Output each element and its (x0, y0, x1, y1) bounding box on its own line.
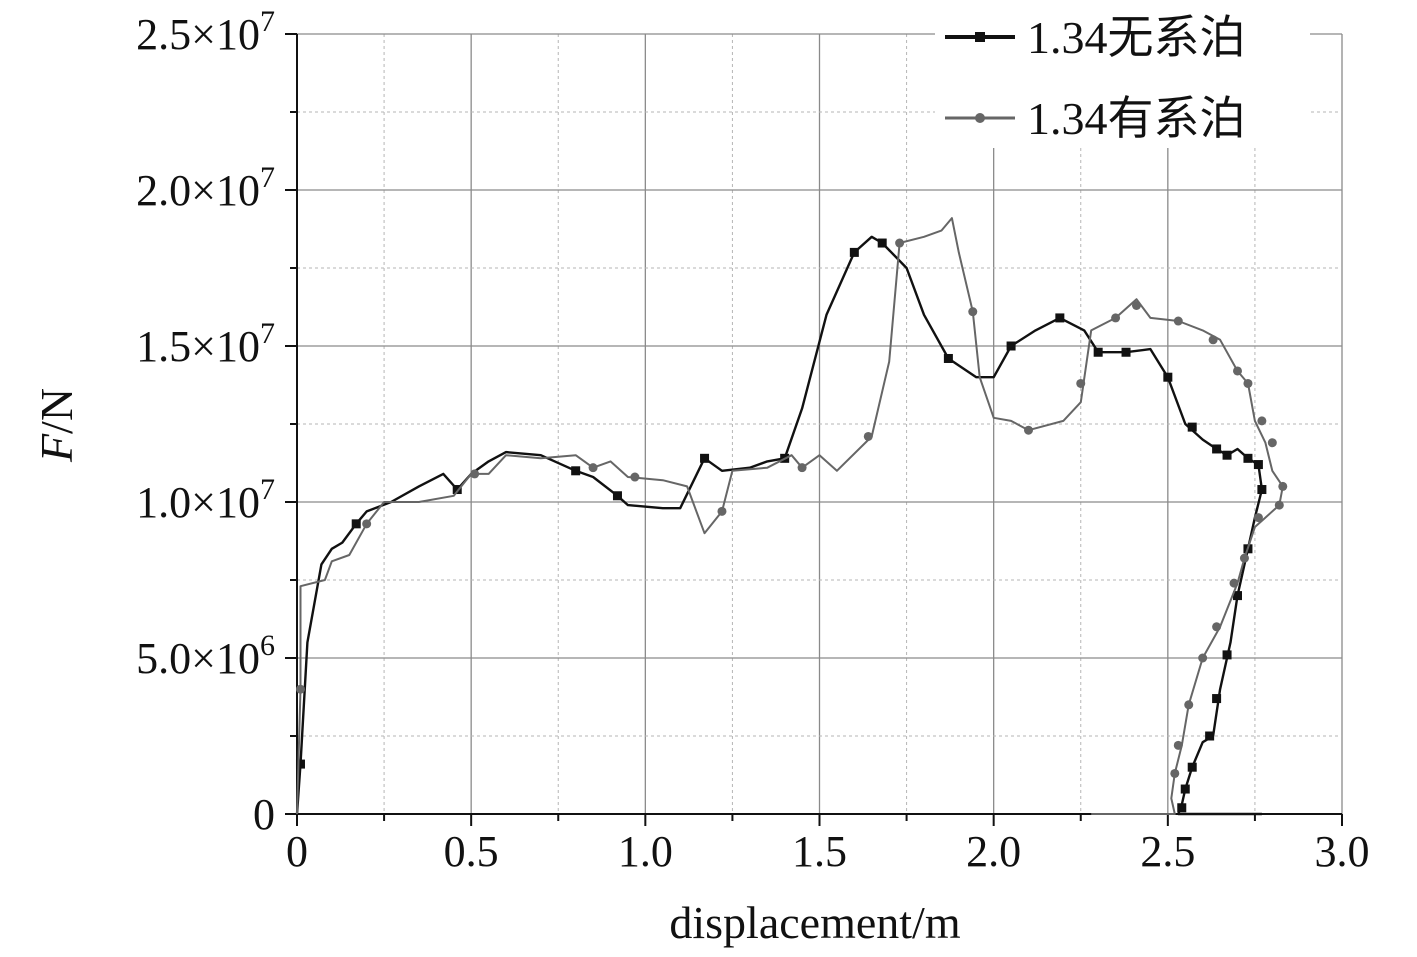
x-tick-label: 1.5 (792, 827, 847, 876)
series-1-point (1222, 450, 1232, 460)
series-2-point (1212, 622, 1222, 632)
series-1-point (1222, 650, 1232, 660)
series-1-point (1187, 762, 1197, 772)
x-axis-title: displacement/m (669, 897, 960, 948)
legend-entry-2: 1.34有系泊 (945, 93, 1246, 144)
series-1-point (1163, 372, 1173, 382)
series-2-point (1253, 513, 1263, 523)
series-line-2 (296, 217, 1284, 815)
y-tick-label: 1.5×107 (136, 317, 275, 371)
y-axis-title-symbol: F (31, 433, 82, 463)
y-axis-title: F/N (31, 388, 82, 463)
series-2-point (1131, 300, 1141, 310)
series-1-point (1177, 803, 1187, 813)
series-2-point (1229, 578, 1239, 588)
x-tick-label: 2.5 (1140, 827, 1195, 876)
series-2-point (717, 506, 727, 516)
series-2-point (1173, 316, 1183, 326)
series-2-point (470, 469, 480, 479)
x-tick-label: 1.0 (618, 827, 673, 876)
series-1-point (700, 453, 710, 463)
legend-marker-2 (975, 113, 985, 123)
x-tick-label: 0.5 (444, 827, 499, 876)
series-2-point (1239, 553, 1249, 563)
series-2-point (362, 519, 372, 529)
series-1-point (943, 353, 953, 363)
series-2-point (968, 307, 978, 317)
series-1-point (1212, 694, 1222, 704)
series-2-point (863, 431, 873, 441)
y-tick-label: 0 (253, 790, 275, 839)
legend: 1.34无系泊 1.34有系泊 (935, 0, 1310, 148)
series-1-point (351, 519, 361, 529)
y-tick-label: 5.0×106 (136, 629, 275, 683)
y-tick-label: 1.0×107 (136, 473, 275, 527)
axes (285, 33, 1343, 826)
series-1-point (1187, 422, 1197, 432)
x-tick-label: 0 (286, 827, 308, 876)
series-2-point (1198, 653, 1208, 663)
series-2-point (1257, 416, 1267, 426)
series-2-point (295, 684, 305, 694)
series-line-1 (295, 235, 1264, 816)
legend-background (935, 0, 1310, 148)
series-2-point (588, 463, 598, 473)
series-2-point (1243, 378, 1253, 388)
series-2-point (1173, 740, 1183, 750)
series-1-point (1121, 347, 1131, 357)
y-tick-label: 2.5×107 (136, 5, 275, 59)
tick-labels: 0 0.5 1.0 1.5 2.0 2.5 3.0 0 5.0×106 1.0×107 1.5×10… (136, 5, 1369, 876)
series-1-point (877, 238, 887, 248)
series-1-point (1257, 485, 1267, 495)
series-2-point (1184, 700, 1194, 710)
series-2-point (1278, 481, 1288, 491)
series-2-point (630, 472, 640, 482)
x-tick-label: 2.0 (966, 827, 1021, 876)
series-2-point (1111, 313, 1121, 323)
y-axis-title-unit: /N (31, 388, 82, 434)
series-1-point (1205, 731, 1215, 741)
legend-marker-1 (975, 32, 985, 42)
series-2-point (1208, 335, 1218, 345)
series-1-point (849, 247, 859, 257)
series-1-point (1243, 453, 1253, 463)
series-1-point (571, 466, 581, 476)
legend-entry-1: 1.34无系泊 (945, 12, 1246, 63)
plot-area (295, 217, 1288, 816)
series-1-point (1006, 341, 1016, 351)
y-tick-label: 2.0×107 (136, 161, 275, 215)
x-tick-label: 3.0 (1315, 827, 1370, 876)
legend-label-2: 1.34有系泊 (1027, 93, 1246, 144)
series-2-point (1024, 425, 1033, 435)
series-1-point (1233, 591, 1242, 601)
series-1-point (1212, 444, 1222, 454)
series-2-point (1267, 438, 1277, 448)
series-1-point (452, 485, 462, 495)
series-2-point (1076, 378, 1086, 388)
series-2-point (797, 463, 807, 473)
series-1-point (1055, 313, 1065, 323)
series-2-point (1170, 768, 1180, 778)
grid (297, 33, 1343, 814)
series-2-point (895, 238, 905, 248)
series-2-point (1233, 366, 1242, 376)
series-1-point (612, 491, 622, 501)
series-1-point (1180, 784, 1190, 794)
legend-label-1: 1.34无系泊 (1027, 12, 1246, 63)
series-1-point (1253, 460, 1263, 470)
series-1-point (1093, 347, 1103, 357)
series-2-point (1274, 500, 1284, 510)
series-1-point (295, 759, 305, 769)
